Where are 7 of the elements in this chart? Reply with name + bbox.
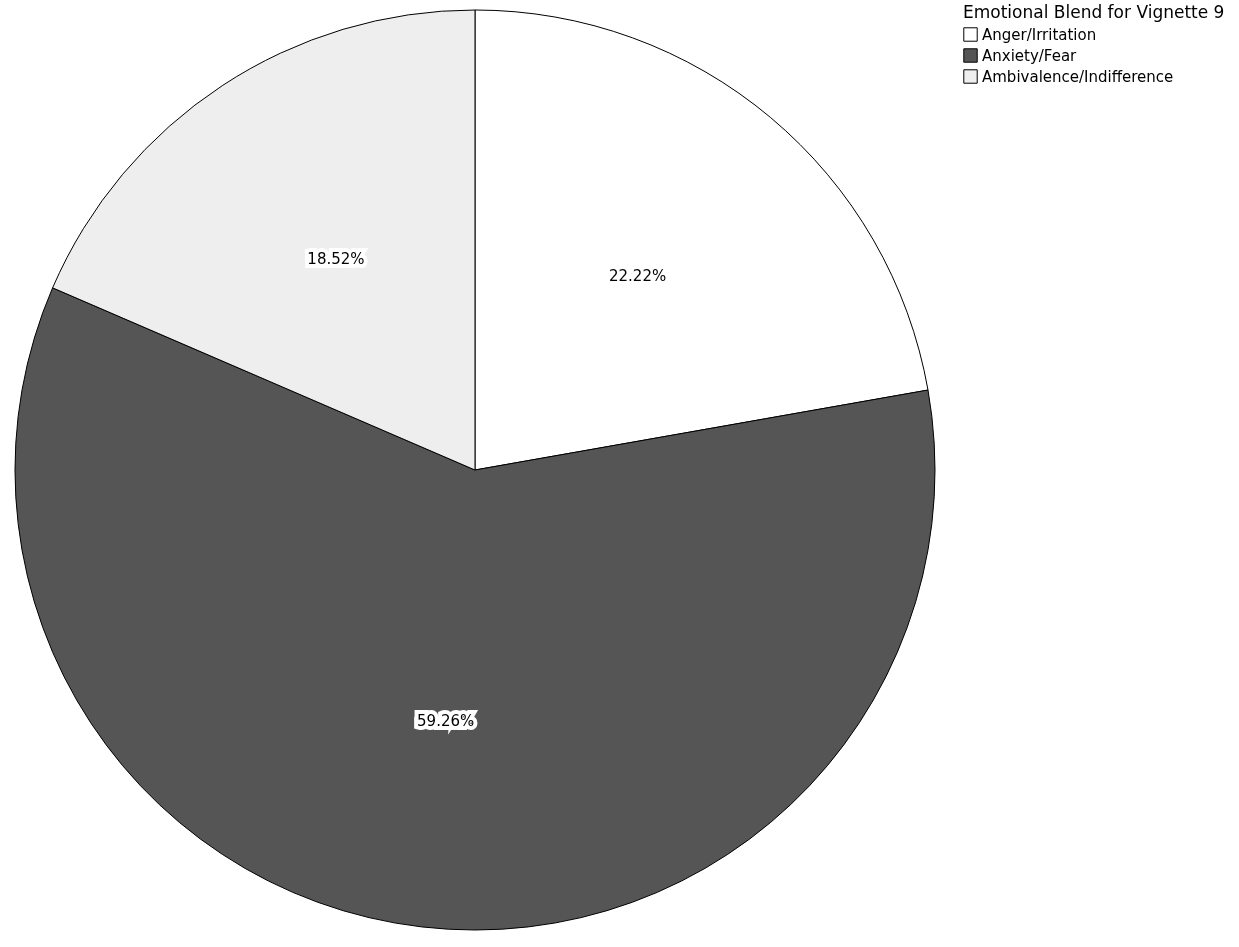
data-label: 22.22% [609, 267, 667, 286]
legend-label: Anxiety/Fear [982, 46, 1078, 65]
legend-label: Anger/Irritation [982, 25, 1097, 44]
legend-label: Ambivalence/Indifference [982, 67, 1174, 86]
legend-title: Emotional Blend for Vignette 9 [963, 2, 1225, 22]
data-label: 18.52% [307, 249, 365, 268]
data-label: 59.26% [417, 712, 475, 731]
